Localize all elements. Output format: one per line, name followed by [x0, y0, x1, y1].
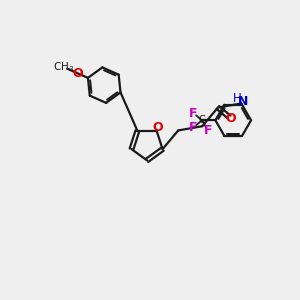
Text: O: O — [153, 122, 164, 134]
Text: F: F — [189, 106, 198, 119]
Text: C: C — [199, 115, 206, 125]
Text: F: F — [189, 121, 198, 134]
Text: H: H — [232, 92, 241, 105]
Text: N: N — [238, 95, 248, 108]
Text: O: O — [72, 67, 83, 80]
Text: CH$_3$: CH$_3$ — [53, 60, 75, 74]
Text: O: O — [226, 112, 236, 125]
Text: F: F — [203, 124, 212, 136]
